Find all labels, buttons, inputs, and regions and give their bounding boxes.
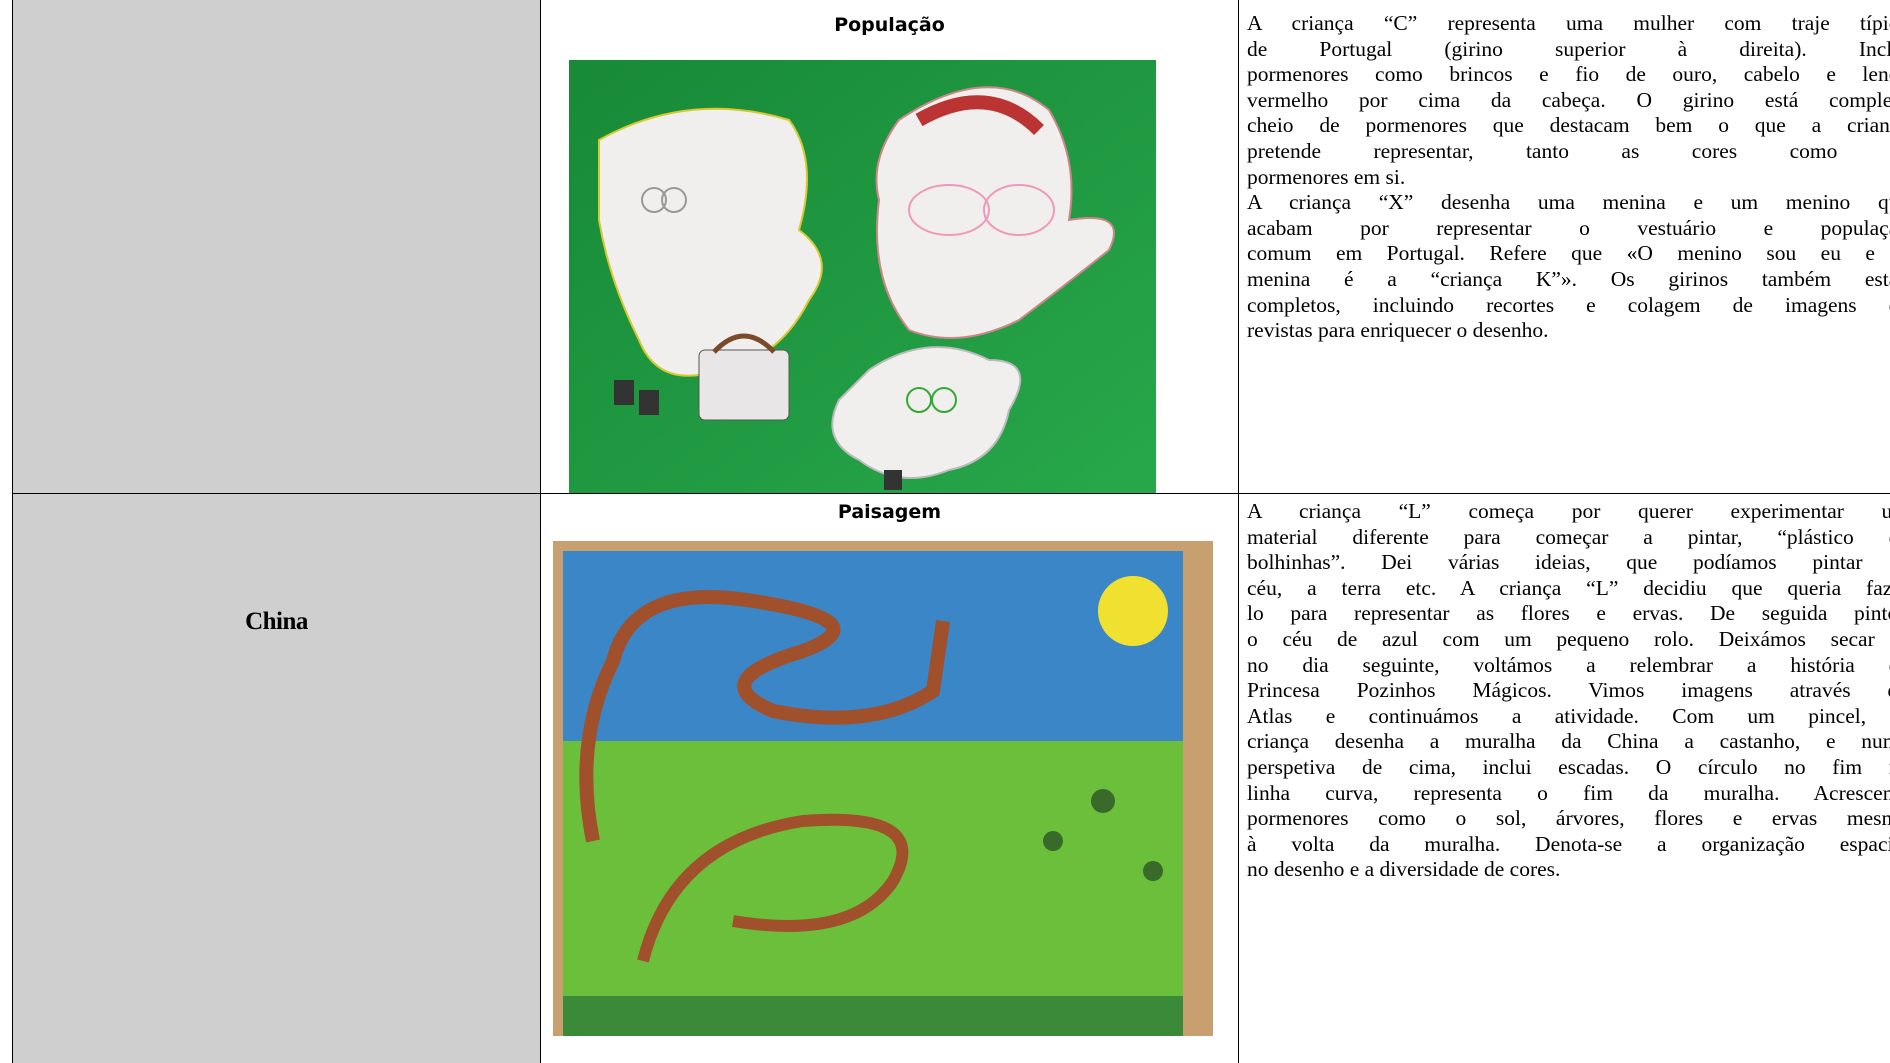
- text-line: pormenores como brincos e fio de ouro, c…: [1247, 62, 1890, 87]
- text-line: criança desenha a muralha da China a cas…: [1247, 729, 1890, 754]
- text-line: A criança “X” desenha uma menina e um me…: [1247, 190, 1890, 215]
- text-line: completos, incluindo recortes e colagem …: [1247, 292, 1890, 317]
- text-line: pretende representar, tanto as cores com…: [1247, 138, 1890, 163]
- text-line: Princesa Pozinhos Mágicos. Vimos imagens…: [1247, 678, 1890, 703]
- image-cell: População: [540, 0, 1239, 494]
- text-cell: A criança “C” representa uma mulher com …: [1238, 0, 1890, 494]
- text-line: de Portugal (girino superior à direita).…: [1247, 36, 1890, 61]
- image-heading: Paisagem: [837, 501, 942, 523]
- text-line: acabam por representar o vestuário e pop…: [1247, 215, 1890, 240]
- description: A criança “C” representa uma mulher com …: [1247, 11, 1890, 344]
- text-line: no dia seguinte, voltámos a relembrar a …: [1247, 652, 1890, 677]
- text-line: perspetiva de cima, inclui escadas. O cí…: [1247, 754, 1890, 779]
- text-line: pormenores como o sol, árvores, flores e…: [1247, 806, 1890, 831]
- text-line: céu, a terra etc. A criança “L” decidiu …: [1247, 575, 1890, 600]
- text-line: linha curva, representa o fim da muralha…: [1247, 780, 1890, 805]
- text-line: Atlas e continuámos a atividade. Com um …: [1247, 703, 1890, 728]
- text-line: menina é a “criança K”». Os girinos tamb…: [1247, 266, 1890, 291]
- image-heading: População: [834, 14, 945, 36]
- text-line: cheio de pormenores que destacam bem o q…: [1247, 113, 1890, 138]
- label-cell: [12, 0, 541, 494]
- text-line: comum em Portugal. Refere que «O menino …: [1247, 241, 1890, 266]
- text-line: à volta da muralha. Denota-se a organiza…: [1247, 831, 1890, 856]
- text-line: bolhinhas”. Dei várias ideias, que podía…: [1247, 550, 1890, 575]
- text-line: revistas para enriquecer o desenho.: [1247, 318, 1549, 343]
- photo-population: [569, 60, 1156, 493]
- text-line: lo para representar as flores e ervas. D…: [1247, 601, 1890, 626]
- text-line: material diferente para começar a pintar…: [1247, 524, 1890, 549]
- text-line: A criança “L” começa por querer experime…: [1247, 499, 1890, 523]
- text-line: vermelho por cima da cabeça. O girino es…: [1247, 87, 1890, 112]
- text-line: pormenores em si.: [1247, 164, 1406, 189]
- description: A criança “L” começa por querer experime…: [1247, 499, 1890, 883]
- text-line: o céu de azul com um pequeno rolo. Deixá…: [1247, 626, 1890, 651]
- text-cell: A criança “L” começa por querer experime…: [1238, 493, 1890, 1063]
- image-cell: Paisagem: [540, 493, 1239, 1063]
- label-cell: China: [12, 493, 541, 1063]
- text-line: no desenho e a diversidade de cores.: [1247, 857, 1561, 882]
- photo-landscape: [553, 541, 1213, 1036]
- row-label: China: [245, 608, 308, 635]
- text-line: A criança “C” representa uma mulher com …: [1247, 11, 1890, 35]
